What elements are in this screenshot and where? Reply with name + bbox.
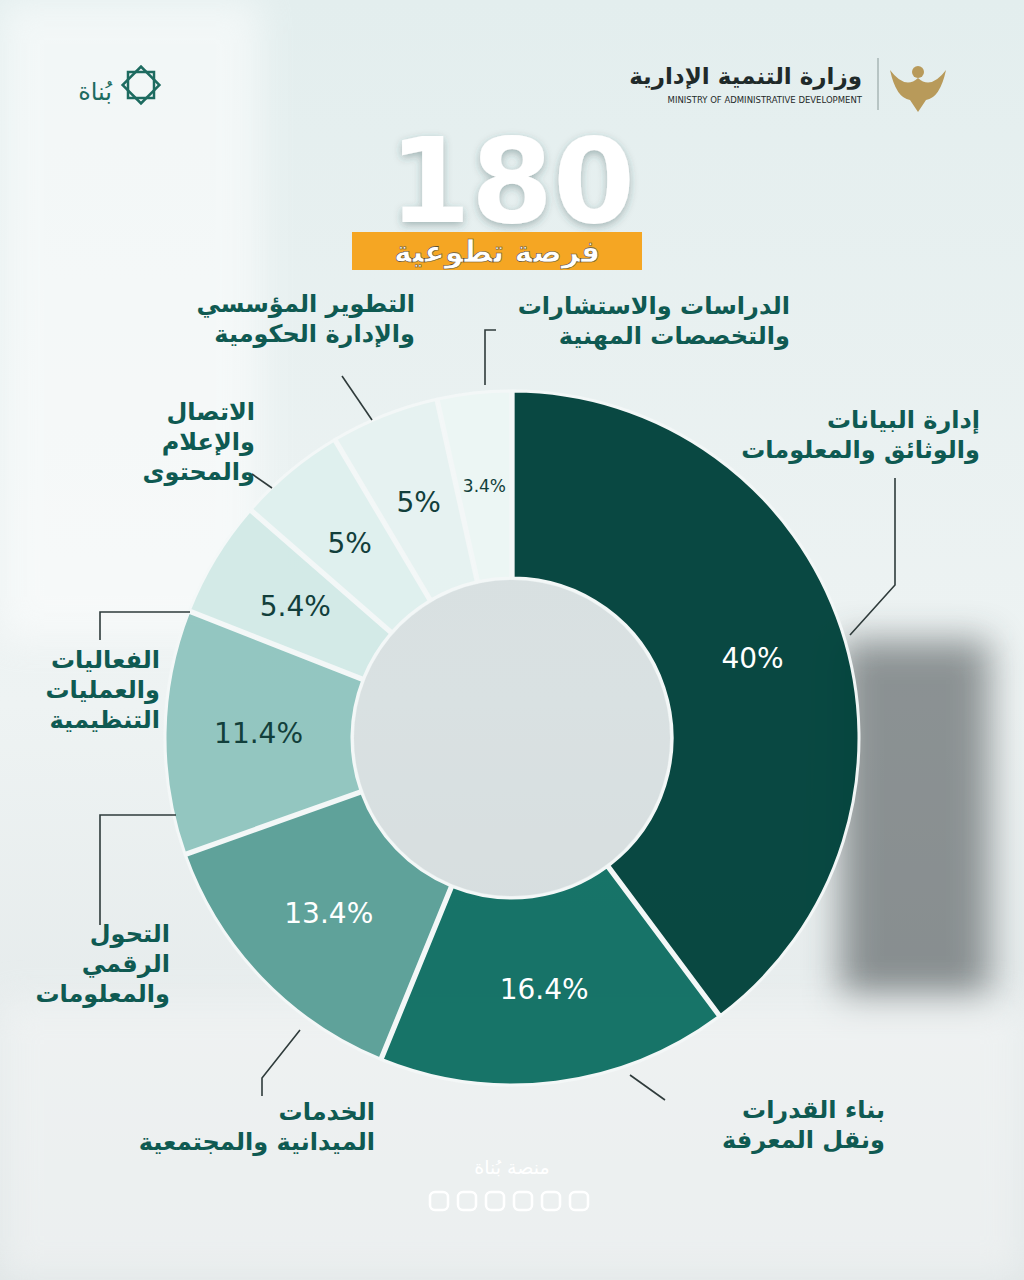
backdrop-laptop	[840, 640, 990, 1000]
leader-line	[342, 376, 372, 420]
ministry-name: وزارة التنمية الإدارية	[629, 63, 862, 90]
data-label: 3.4%	[463, 476, 506, 496]
data-label: 5%	[328, 527, 372, 560]
data-label: 13.4%	[284, 897, 373, 930]
data-label: 5.4%	[260, 590, 331, 623]
leader-line	[262, 1030, 300, 1096]
social-icon[interactable]	[514, 1192, 532, 1210]
data-label: 5%	[396, 486, 440, 519]
slice	[438, 391, 511, 582]
plot-area	[165, 391, 859, 1085]
brand: بُناة	[78, 67, 159, 106]
header: وزارة التنمية الإدارية MINISTRY OF ADMINI…	[629, 58, 946, 112]
subtitle-box	[352, 232, 642, 270]
data-label: 11.4%	[214, 717, 303, 750]
category-label: التطوير المؤسسيوالإدارة الحكومية	[197, 290, 415, 348]
social-icon[interactable]	[486, 1192, 504, 1210]
category-label: بناء القدراتونقل المعرفة	[722, 1096, 885, 1154]
footer-text: منصة بُناة	[474, 1156, 549, 1178]
brand-name: بُناة	[78, 78, 113, 106]
background	[0, 0, 1024, 1280]
social-icon[interactable]	[458, 1192, 476, 1210]
leader-line	[485, 330, 496, 385]
chart-canvas: وزارة التنمية الإدارية MINISTRY OF ADMINI…	[0, 0, 1024, 1280]
category-label: الفعالياتوالعملياتالتنظيمية	[45, 646, 160, 734]
donut-hole	[354, 580, 670, 896]
brand-mark	[123, 67, 160, 104]
social-icon[interactable]	[542, 1192, 560, 1210]
ministry-name-en: MINISTRY OF ADMINISTRATIVE DEVELOPMENT	[668, 95, 863, 105]
data-label: 16.4%	[500, 973, 589, 1006]
social-icons	[430, 1192, 588, 1210]
ministry-emblem-head	[912, 66, 924, 78]
leader-line	[100, 612, 190, 640]
labels: 40% 16.4% 13.4% 11.4% 5.4% 5% 5% 3.4% إدارة البي…	[35, 290, 980, 1156]
category-label: التحولالرقميوالمعلومات	[35, 920, 170, 1008]
chart-subtitle: فرصة تطوعية	[394, 234, 600, 269]
chart-title: 180	[389, 112, 635, 250]
leader-line	[850, 478, 895, 635]
data-label: 40%	[721, 642, 783, 675]
category-label: الدراسات والاستشاراتوالتخصصات المهنية	[518, 292, 790, 350]
social-icon[interactable]	[570, 1192, 588, 1210]
category-label: إدارة البياناتوالوثائق والمعلومات	[741, 406, 980, 464]
category-label: الاتصالوالإعلاموالمحتوى	[143, 398, 255, 486]
leader-line	[630, 1075, 665, 1100]
leader-line	[252, 474, 272, 488]
social-icon[interactable]	[430, 1192, 448, 1210]
leader-line	[100, 815, 176, 925]
header-divider	[878, 58, 879, 110]
category-label: الخدماتالميدانية والمجتمعية	[139, 1098, 375, 1156]
